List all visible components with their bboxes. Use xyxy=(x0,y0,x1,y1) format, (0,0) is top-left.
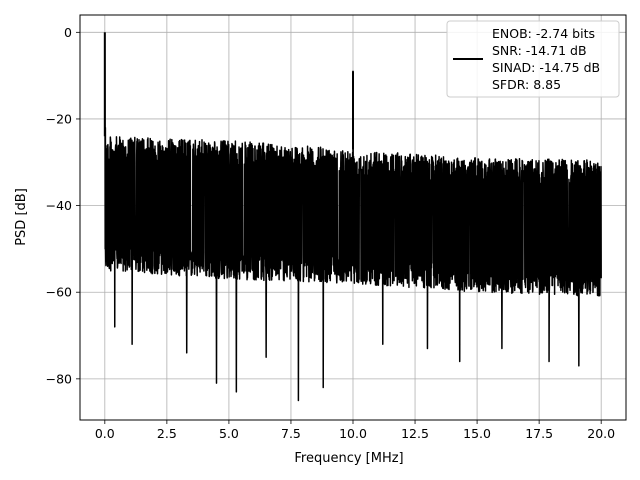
x-tick-label: 7.5 xyxy=(281,426,301,441)
legend: ENOB: -2.74 bits SNR: -14.71 dB SINAD: -… xyxy=(446,20,620,98)
legend-box xyxy=(446,20,620,98)
x-tick-label: 2.5 xyxy=(157,426,177,441)
legend-text-sfdr: SFDR: 8.85 xyxy=(492,77,561,92)
y-tick-label: −60 xyxy=(46,285,72,300)
x-tick-label: 20.0 xyxy=(587,426,615,441)
legend-text-snr: SNR: -14.71 dB xyxy=(492,43,587,58)
y-tick-label: −40 xyxy=(46,198,72,213)
psd-series-line xyxy=(104,32,602,402)
y-tick-label: −80 xyxy=(46,371,72,386)
x-axis-label: Frequency [MHz] xyxy=(294,451,403,466)
data-layer xyxy=(103,32,602,402)
legend-text-sinad: SINAD: -14.75 dB xyxy=(492,60,600,75)
legend-text-enob: ENOB: -2.74 bits xyxy=(492,26,595,41)
y-axis-label: PSD [dB] xyxy=(14,188,29,246)
axis-ticks: 0.0 2.5 5.0 7.5 10.0 12.5 15.0 17.5 20.0 0 −20 −40 −… xyxy=(46,25,616,441)
y-tick-label: −20 xyxy=(46,111,72,126)
y-tick-label: 0 xyxy=(64,25,72,40)
x-tick-label: 17.5 xyxy=(525,426,553,441)
x-tick-label: 15.0 xyxy=(463,426,491,441)
x-tick-label: 12.5 xyxy=(401,426,429,441)
x-tick-label: 10.0 xyxy=(339,426,367,441)
x-tick-label: 5.0 xyxy=(219,426,239,441)
x-tick-label: 0.0 xyxy=(95,426,115,441)
